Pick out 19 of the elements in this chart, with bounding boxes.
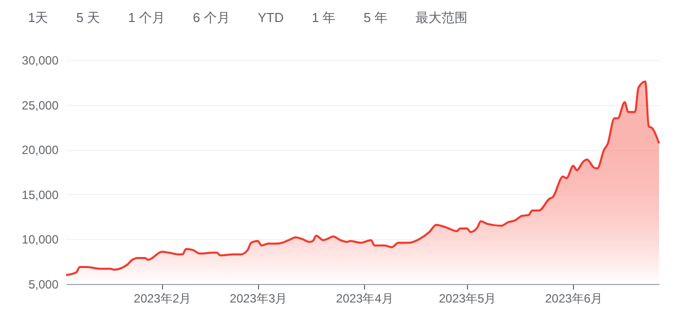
text: 1天	[28, 9, 48, 27]
y-tick-label: 15,000	[22, 188, 59, 202]
y-tick-label: 5,000	[28, 278, 59, 292]
text: 1 年	[312, 9, 336, 27]
x-tick-label: 2023年3月	[230, 292, 288, 306]
text: 5 年	[364, 9, 388, 27]
x-tick-label: 2023年2月	[134, 292, 192, 306]
x-tick-label: 2023年4月	[336, 292, 394, 306]
x-tick-label: 2023年6月	[545, 292, 602, 306]
text: 5 天	[76, 9, 100, 27]
x-tick-label: 2023年5月	[438, 292, 496, 306]
y-tick-label: 25,000	[22, 98, 59, 112]
text: 6 个月	[192, 9, 230, 27]
text: 1 个月	[128, 9, 165, 27]
text: 最大范围	[415, 9, 468, 27]
y-tick-label: 30,000	[22, 54, 59, 68]
y-tick-label: 20,000	[22, 143, 59, 158]
y-tick-label: 10,000	[22, 232, 59, 247]
text: YTD	[258, 9, 284, 27]
